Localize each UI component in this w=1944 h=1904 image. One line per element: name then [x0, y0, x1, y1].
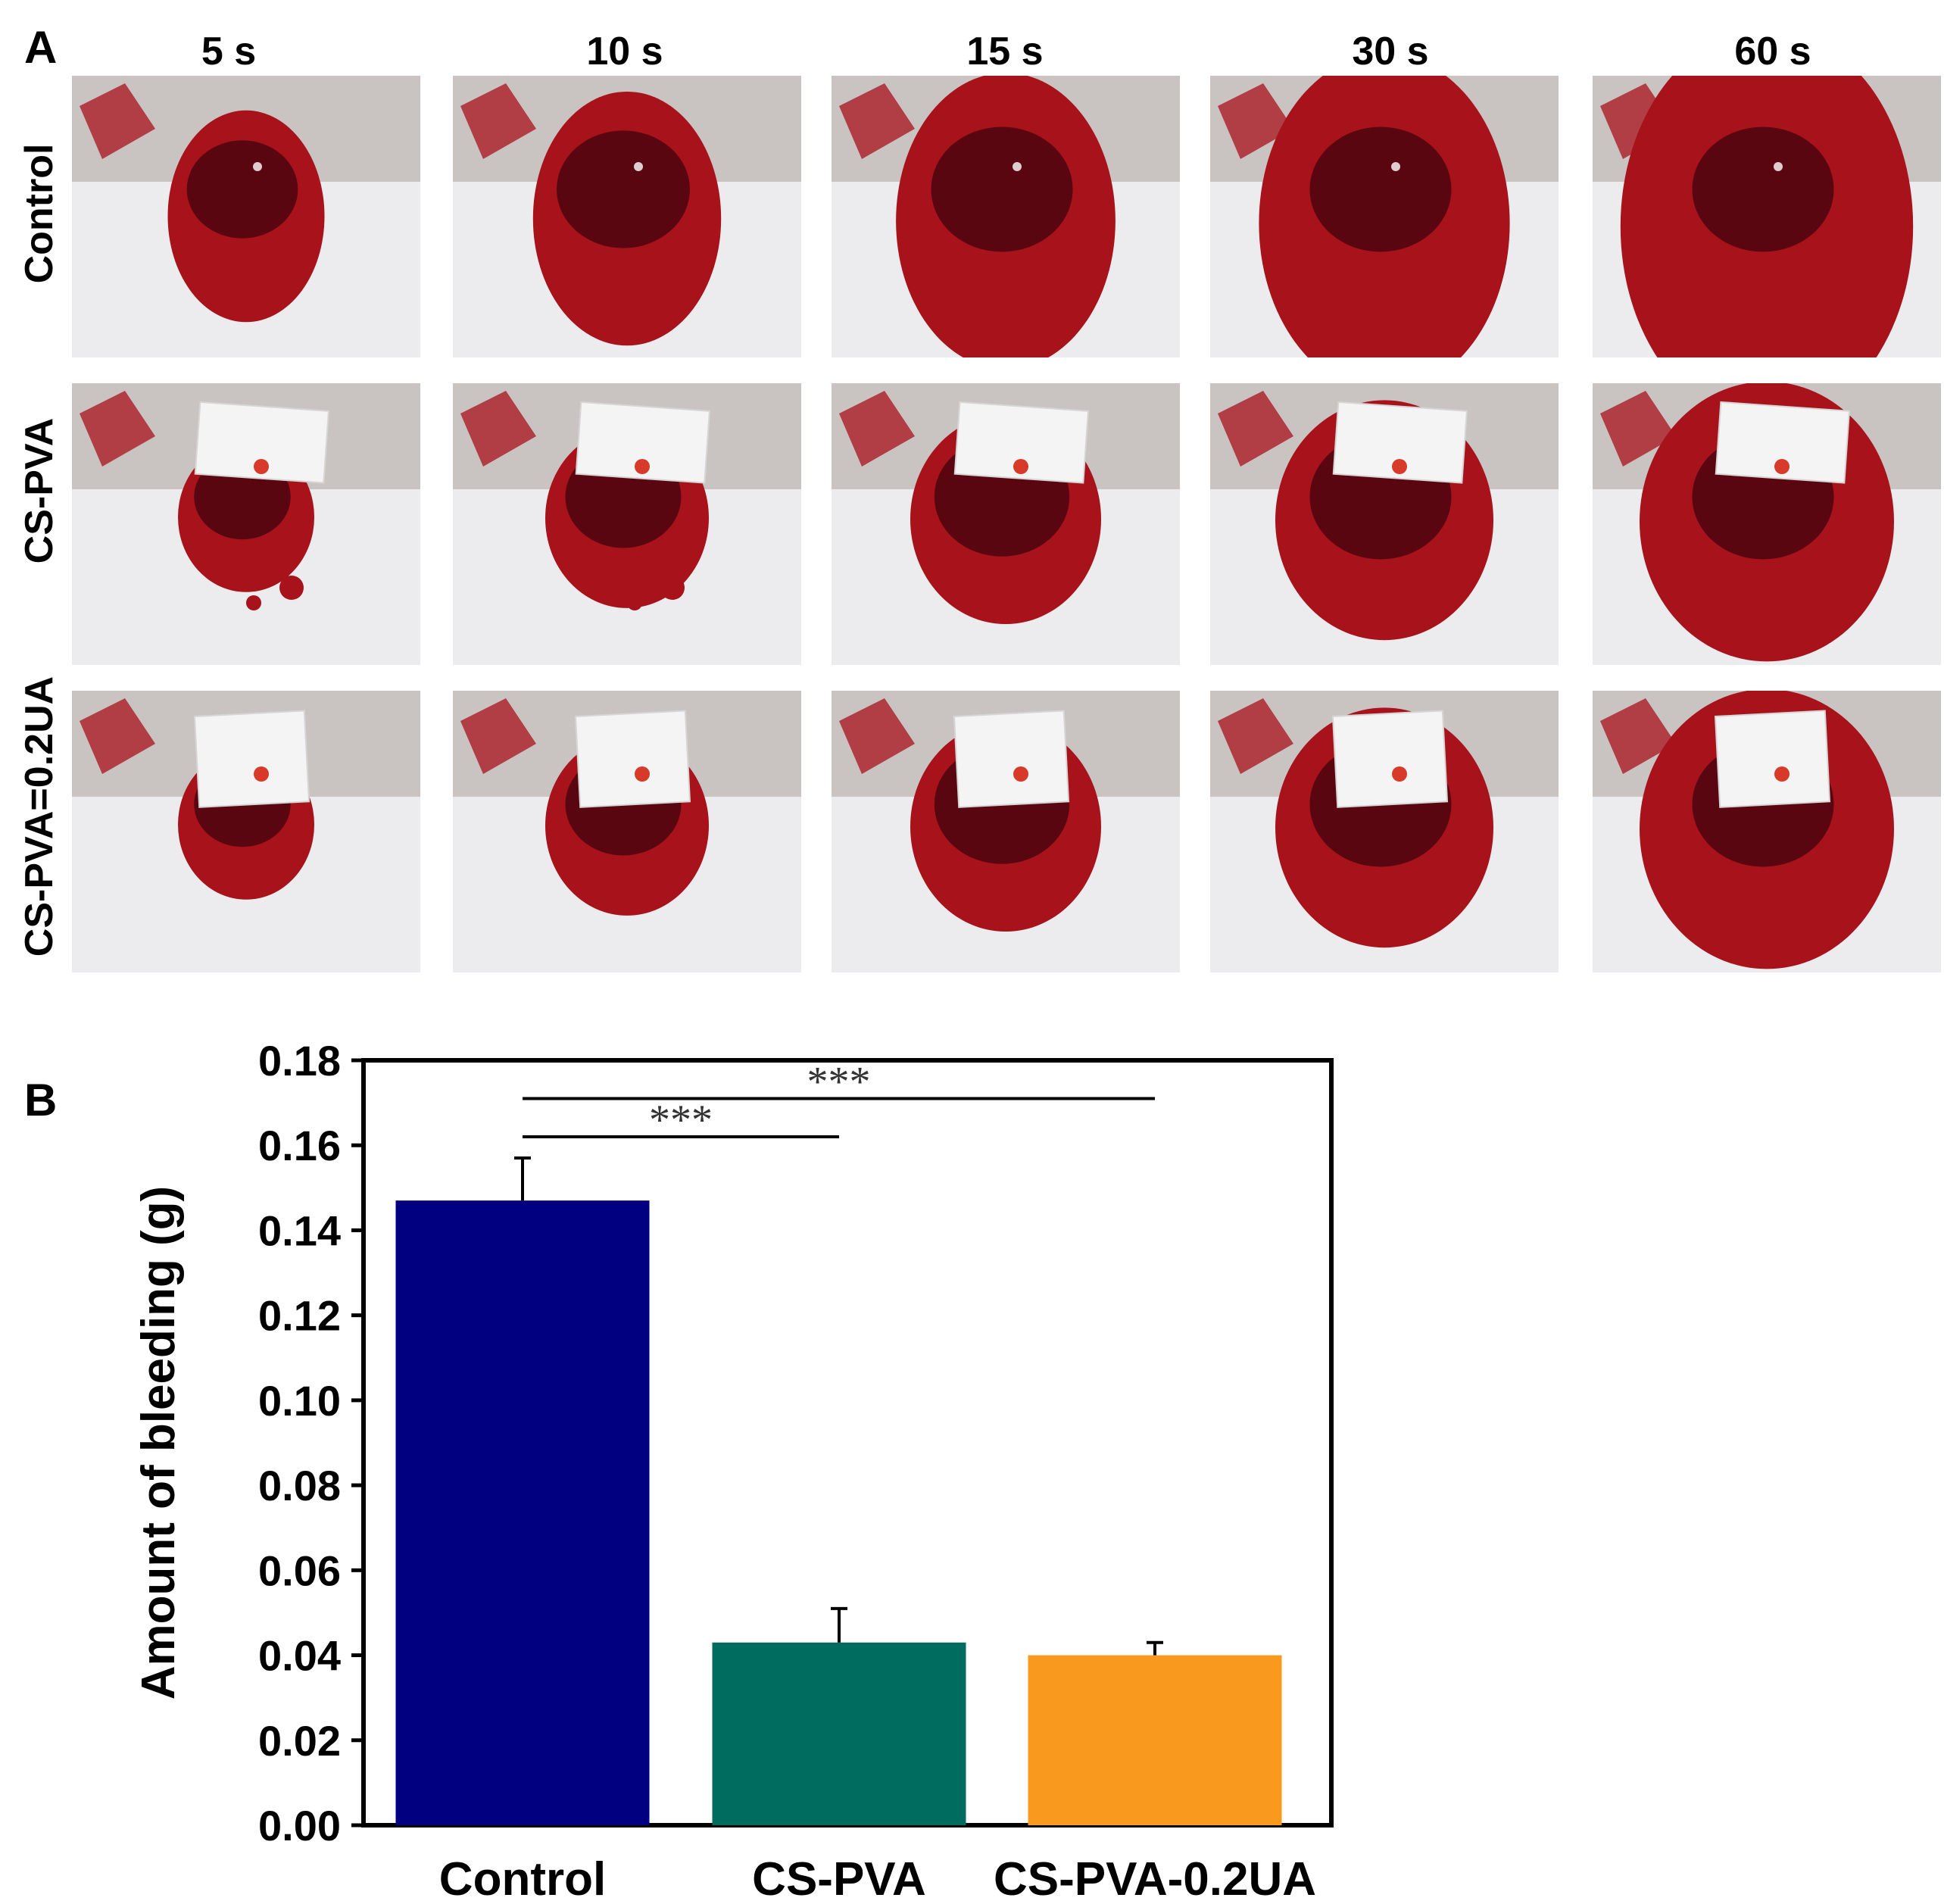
row-label-cs-pva-ua: CS-PVA=0.2UA: [17, 676, 61, 957]
time-label-30s: 30 s: [1352, 30, 1429, 73]
time-label-5s: 5 s: [201, 30, 257, 73]
photo-row2-col1: [72, 383, 420, 665]
significance-label: ***: [649, 1097, 713, 1144]
y-tick-label: 0.08: [258, 1462, 341, 1509]
time-label-60s: 60 s: [1734, 30, 1811, 73]
photo-row3-col1: [72, 691, 420, 972]
panel-a-label: A: [24, 22, 58, 73]
bar-chart: 0.00 0.02 0.04 0.06 0.08 0.10 0.12 0.14 0.16 0.18…: [133, 1037, 1334, 1904]
photo-row1-col4: [1210, 76, 1559, 357]
y-tick-label: 0.02: [258, 1717, 341, 1765]
time-label-15s: 15 s: [966, 30, 1044, 73]
photo-row2-col5: [1593, 383, 1941, 665]
photo-row2-col2: [453, 383, 801, 665]
photo-row3-col2: [453, 691, 801, 972]
photo-row2-col4: [1210, 383, 1559, 665]
photo-row3-col3: [832, 691, 1180, 972]
y-tick-label: 0.00: [258, 1802, 341, 1849]
bar-cs-pva-0.2ua: [1028, 1655, 1282, 1825]
bar-control: [395, 1200, 650, 1825]
x-category-label: Control: [439, 1853, 606, 1904]
x-category-label: CS-PVA: [752, 1853, 926, 1904]
row-label-cs-pva: CS-PVA: [17, 417, 61, 564]
photo-row2-col3: [832, 383, 1180, 665]
photo-row1-col2: [453, 76, 801, 357]
y-tick-label: 0.12: [258, 1292, 341, 1340]
photo-row1-col3: [832, 76, 1180, 357]
y-axis-label: Amount of bleeding (g): [133, 1186, 185, 1700]
y-tick-label: 0.04: [258, 1632, 341, 1680]
x-category-label: CS-PVA-0.2UA: [994, 1853, 1316, 1904]
row-label-control: Control: [17, 143, 61, 284]
photo-row3-col5: [1593, 691, 1941, 972]
photo-row1-col1: [72, 76, 420, 357]
y-tick-label: 0.10: [258, 1377, 341, 1425]
y-tick-label: 0.06: [258, 1547, 341, 1594]
y-tick-label: 0.18: [258, 1037, 341, 1085]
significance-label: ***: [807, 1059, 871, 1106]
time-label-10s: 10 s: [586, 30, 663, 73]
photo-row1-col5: [1593, 76, 1941, 357]
panel-b-label: B: [24, 1075, 58, 1125]
y-tick-label: 0.16: [258, 1122, 341, 1169]
bar-cs-pva: [712, 1642, 966, 1825]
photo-row3-col4: [1210, 691, 1559, 972]
y-tick-label: 0.14: [258, 1206, 341, 1254]
